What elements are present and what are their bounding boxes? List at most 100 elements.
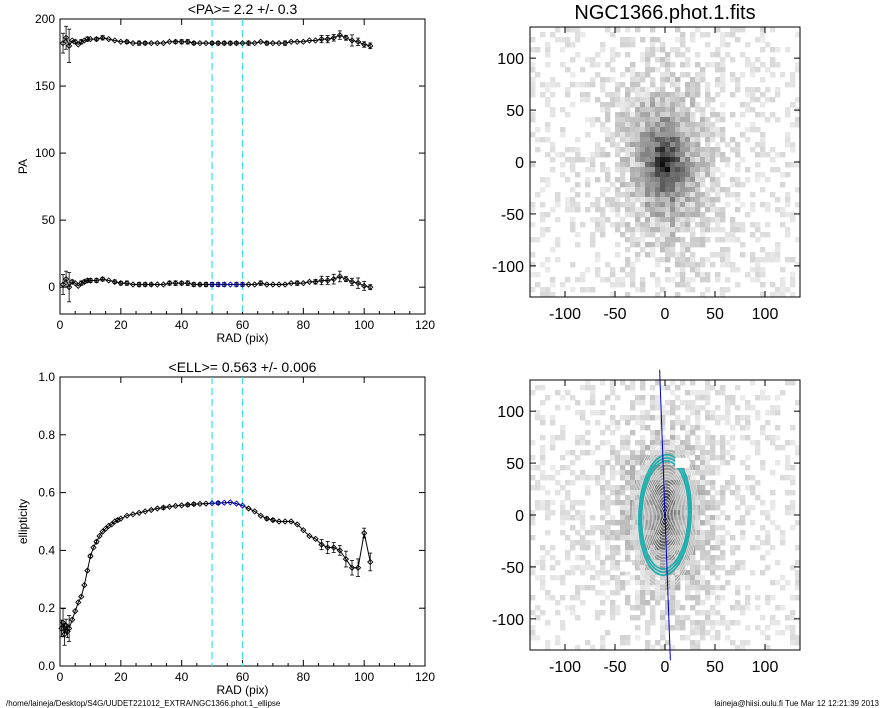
image-pixel bbox=[755, 535, 761, 541]
image-pixel bbox=[660, 222, 666, 228]
image-pixel bbox=[555, 242, 561, 248]
image-pixel bbox=[700, 222, 706, 228]
image-pixel bbox=[705, 395, 711, 401]
x-tick-label: 50 bbox=[706, 659, 724, 676]
image-pixel bbox=[695, 142, 701, 148]
image-pixel bbox=[700, 227, 706, 233]
y-tick-label: 150 bbox=[35, 79, 55, 93]
image-pixel bbox=[565, 92, 571, 98]
image-pixel bbox=[655, 257, 661, 263]
image-pixel bbox=[715, 82, 721, 88]
image-pixel bbox=[560, 575, 566, 581]
image-pixel bbox=[700, 495, 706, 501]
image-pixel bbox=[665, 555, 671, 561]
image-pixel bbox=[670, 252, 676, 258]
image-pixel bbox=[630, 415, 636, 421]
image-pixel bbox=[690, 585, 696, 591]
image-pixel bbox=[540, 287, 546, 293]
image-pixel bbox=[695, 137, 701, 143]
image-pixel bbox=[615, 605, 621, 611]
image-pixel bbox=[665, 485, 671, 491]
image-pixel bbox=[730, 32, 736, 38]
image-pixel bbox=[625, 257, 631, 263]
image-pixel bbox=[560, 510, 566, 516]
image-pixel bbox=[545, 227, 551, 233]
image-pixel bbox=[645, 172, 651, 178]
image-pixel bbox=[545, 395, 551, 401]
image-pixel bbox=[720, 535, 726, 541]
image-pixel bbox=[695, 182, 701, 188]
image-pixel bbox=[690, 625, 696, 631]
image-pixel bbox=[740, 605, 746, 611]
data-point bbox=[59, 40, 67, 47]
image-pixel bbox=[660, 635, 666, 641]
image-pixel bbox=[620, 435, 626, 441]
image-pixel bbox=[625, 600, 631, 606]
image-pixel bbox=[770, 167, 776, 173]
image-pixel bbox=[650, 620, 656, 626]
image-pixel bbox=[695, 262, 701, 268]
image-pixel bbox=[775, 47, 781, 53]
image-pixel bbox=[660, 510, 666, 516]
image-pixel bbox=[600, 505, 606, 511]
image-pixel bbox=[625, 580, 631, 586]
image-pixel bbox=[625, 207, 631, 213]
image-pixel bbox=[710, 565, 716, 571]
image-pixel bbox=[535, 505, 541, 511]
image-pixel bbox=[600, 107, 606, 113]
image-pixel bbox=[575, 152, 581, 158]
image-pixel bbox=[690, 540, 696, 546]
image-pixel bbox=[650, 132, 656, 138]
image-pixel bbox=[695, 72, 701, 78]
image-pixel bbox=[655, 395, 661, 401]
image-pixel bbox=[580, 555, 586, 561]
data-point bbox=[294, 280, 301, 287]
image-pixel bbox=[580, 157, 586, 163]
image-pixel bbox=[610, 445, 616, 451]
data-point bbox=[300, 280, 307, 287]
image-pixel bbox=[545, 102, 551, 108]
image-pixel bbox=[670, 590, 676, 596]
image-pixel bbox=[680, 202, 686, 208]
image-pixel bbox=[720, 435, 726, 441]
image-pixel bbox=[680, 37, 686, 43]
image-pixel bbox=[690, 32, 696, 38]
image-pixel bbox=[675, 197, 681, 203]
y-tick-label: -100 bbox=[492, 612, 524, 629]
image-pixel bbox=[680, 157, 686, 163]
image-pixel bbox=[630, 162, 636, 168]
data-point bbox=[166, 280, 173, 287]
image-pixel bbox=[710, 385, 716, 391]
image-pixel bbox=[735, 147, 741, 153]
image-pixel bbox=[730, 217, 736, 223]
pixel-map bbox=[530, 27, 801, 298]
image-pixel bbox=[700, 262, 706, 268]
image-pixel bbox=[590, 475, 596, 481]
image-pixel bbox=[700, 500, 706, 506]
image-pixel bbox=[655, 92, 661, 98]
image-pixel bbox=[715, 490, 721, 496]
image-pixel bbox=[680, 197, 686, 203]
image-pixel bbox=[705, 157, 711, 163]
y-tick-label: 0.2 bbox=[38, 601, 55, 615]
image-pixel bbox=[785, 227, 791, 233]
image-pixel bbox=[750, 92, 756, 98]
image-pixel bbox=[680, 277, 686, 283]
image-pixel bbox=[620, 470, 626, 476]
image-pixel bbox=[675, 117, 681, 123]
image-pixel bbox=[715, 252, 721, 258]
data-point bbox=[160, 504, 167, 511]
x-axis-label: RAD (pix) bbox=[216, 683, 268, 697]
image-pixel bbox=[630, 430, 636, 436]
image-pixel bbox=[670, 127, 676, 133]
image-pixel bbox=[670, 182, 676, 188]
image-pixel bbox=[735, 82, 741, 88]
image-pixel bbox=[635, 600, 641, 606]
image-pixel bbox=[660, 92, 666, 98]
image-pixel bbox=[730, 262, 736, 268]
image-pixel bbox=[745, 605, 751, 611]
image-pixel bbox=[650, 227, 656, 233]
image-pixel bbox=[715, 610, 721, 616]
image-pixel bbox=[790, 500, 796, 506]
image-pixel bbox=[625, 97, 631, 103]
